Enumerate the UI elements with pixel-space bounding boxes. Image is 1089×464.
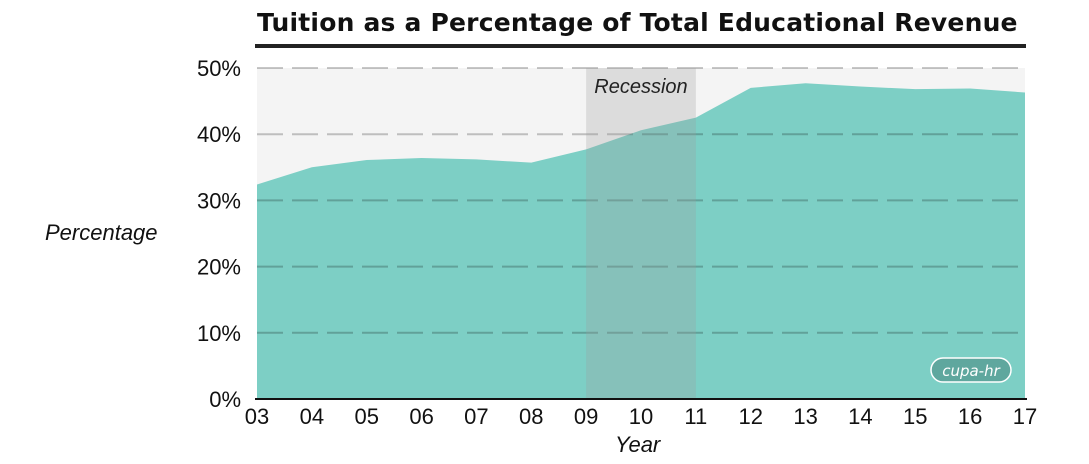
- x-tick-label: 17: [1013, 404, 1037, 429]
- x-tick-label: 15: [903, 404, 927, 429]
- recession-band: [586, 68, 696, 399]
- x-axis-label: Year: [615, 432, 661, 457]
- logo-text: cupa-hr: [942, 362, 1000, 380]
- x-tick-label: 05: [354, 404, 378, 429]
- x-tick-label: 12: [738, 404, 762, 429]
- chart-title: Tuition as a Percentage of Total Educati…: [257, 8, 1018, 37]
- tuition-area: [257, 83, 1025, 399]
- y-tick-label: 50%: [197, 56, 241, 81]
- logo-badge: [930, 357, 1012, 383]
- y-axis-label: Percentage: [45, 220, 158, 245]
- cupa-hr-logo: cupa-hr: [930, 357, 1012, 383]
- y-tick-label: 0%: [209, 387, 241, 412]
- x-tick-label: 14: [848, 404, 872, 429]
- title-rule: [255, 44, 1026, 48]
- y-tick-label: 10%: [197, 321, 241, 346]
- x-tick-label: 16: [958, 404, 982, 429]
- x-tick-label: 04: [300, 404, 324, 429]
- x-tick-label: 03: [245, 404, 269, 429]
- x-tick-label: 11: [684, 404, 707, 429]
- y-tick-label: 20%: [197, 255, 241, 280]
- x-tick-label: 06: [409, 404, 433, 429]
- x-tick-label: 13: [793, 404, 817, 429]
- y-tick-label: 30%: [197, 188, 241, 213]
- x-tick-label: 07: [464, 404, 488, 429]
- x-tick-label: 10: [629, 404, 653, 429]
- x-tick-label: 08: [519, 404, 543, 429]
- y-tick-label: 40%: [197, 122, 241, 147]
- x-tick-label: 09: [574, 404, 598, 429]
- recession-label: Recession: [594, 76, 687, 98]
